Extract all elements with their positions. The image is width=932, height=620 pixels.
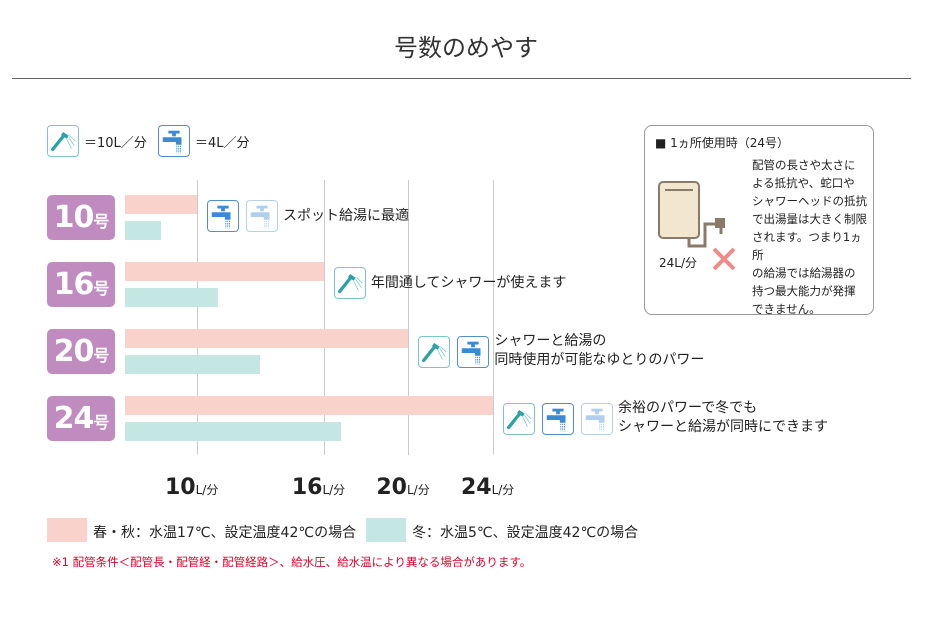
bar-winter [125, 355, 261, 374]
tick-label: 16L/分 [291, 475, 346, 500]
shower-icon [47, 125, 79, 157]
description-line: シャワーと給湯が同時にできます [617, 419, 828, 435]
shower-icon [418, 336, 451, 368]
description-line: スポット給湯に最適 [283, 208, 409, 224]
description-line: シャワーと給湯の [494, 333, 607, 349]
row-description: 年間通してシャワーが使えます [371, 274, 567, 293]
tick-label: 20L/分 [376, 475, 430, 500]
info-box-flow: 24L/分 [659, 256, 697, 270]
info-box-text: 配管の長さや太さに よる抵抗や、蛇口や シャワーヘッドの抵抗 で出湯量は大きく制限され… [752, 156, 873, 318]
info-box-heading: ■ 1ヵ所使用時（24号） [655, 136, 790, 150]
shower-legend-label: ＝10L／分 [84, 136, 147, 151]
row-description: 余裕のパワーで冬でもシャワーと給湯が同時にできます [618, 399, 828, 437]
capacity-badge: 10号 [47, 195, 115, 240]
tick-label: 24L/分 [460, 475, 515, 500]
faucet-icon [207, 200, 239, 232]
capacity-badge: 24号 [47, 396, 115, 441]
info-line: シャワーヘッドの抵抗 [752, 194, 867, 208]
bar-winter [125, 221, 162, 240]
info-line: できません。 [752, 302, 821, 316]
info-line: 配管の長さや太さに [752, 158, 856, 172]
faucet-icon [541, 403, 574, 435]
gridline [492, 180, 494, 455]
legend-label-spring-autumn: 春・秋：水温17℃、設定温度42℃の場合 [93, 525, 357, 541]
description-line: 同時使用が可能なゆとりのパワー [494, 352, 705, 368]
description-line: 余裕のパワーで冬でも [617, 400, 758, 416]
capacity-badge: 20号 [47, 329, 115, 374]
footnote: ※1 配管条件＜配管長・配管経・配管経路＞、給水圧、給水温により異なる場合があり… [52, 555, 532, 569]
legend-swatch-spring-autumn [47, 518, 87, 542]
gridline [197, 180, 198, 455]
info-box: ■ 1ヵ所使用時（24号） 24L/分 配管の長さや太さに よる抵抗や、蛇口や シャ… [644, 125, 874, 318]
page-title: 号数のめやす [394, 34, 538, 62]
capacity-badge: 16号 [47, 262, 115, 307]
faucet-icon [457, 336, 490, 368]
faucet-legend-label: ＝4L／分 [195, 136, 250, 151]
info-line: 持つ最大能力が発揮 [752, 284, 856, 298]
tick-label: 10L/分 [164, 475, 219, 500]
row-description: シャワーと給湯の同時使用が可能なゆとりのパワー [494, 332, 704, 370]
faucet-icon [580, 403, 613, 435]
faucet-icon [246, 200, 278, 232]
gridline [323, 180, 325, 455]
cross-icon [712, 247, 736, 271]
info-line: の給湯では給湯器の [752, 266, 856, 280]
bar-spring-autumn [125, 262, 324, 281]
info-line: よる抵抗や、蛇口や [752, 176, 855, 190]
bar-spring-autumn [125, 396, 493, 415]
title-divider [12, 78, 911, 79]
row-description: スポット給湯に最適 [283, 207, 409, 226]
description-line: 年間通してシャワーが使えます [370, 275, 567, 291]
legend-swatch-winter [366, 518, 406, 542]
shower-icon [502, 403, 535, 435]
bar-winter [125, 422, 341, 441]
info-line: されます。つまり1ヵ所 [752, 230, 862, 262]
info-line: で出湯量は大きく制限 [752, 212, 867, 226]
shower-icon [333, 267, 366, 299]
bar-spring-autumn [125, 195, 197, 214]
water-heater-illustration [658, 181, 725, 248]
bar-spring-autumn [125, 329, 409, 348]
gridline [408, 180, 410, 455]
bar-winter [125, 288, 219, 307]
faucet-icon [158, 125, 190, 157]
legend-label-winter: 冬：水温5℃、設定温度42℃の場合 [412, 525, 639, 541]
